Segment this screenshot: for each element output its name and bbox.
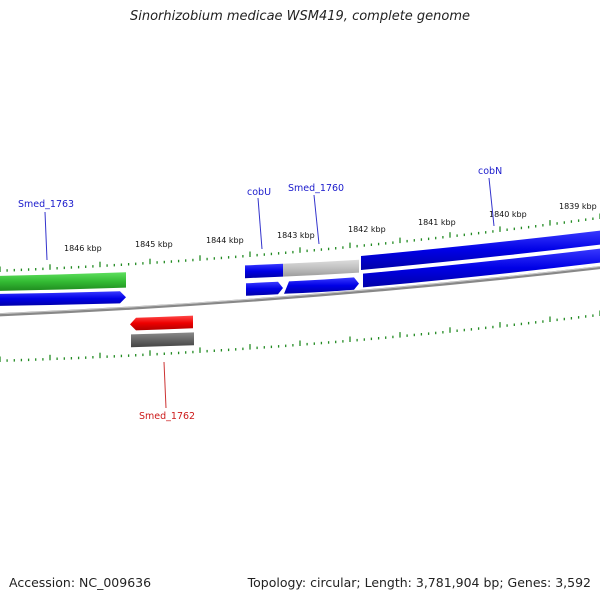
label-leaders [44, 177, 495, 409]
feature-smed-1763[interactable] [0, 272, 126, 291]
cds-cobu[interactable] [246, 281, 283, 296]
ruler-label-1846: 1846 kbp [64, 244, 102, 253]
leader-smed-1760 [313, 194, 320, 245]
inner-ruler-ticks [0, 310, 600, 362]
feature-smed-1760[interactable] [283, 259, 359, 277]
ruler-label-1845: 1845 kbp [135, 240, 173, 249]
leader-smed-1763 [44, 211, 48, 261]
gene-label-smed-1762[interactable]: Smed_1762 [139, 411, 195, 422]
feature-smed-1762[interactable] [131, 332, 194, 348]
gene-label-cobu[interactable]: cobU [247, 187, 271, 198]
gene-label-cobn[interactable]: cobN [478, 166, 502, 177]
gene-label-smed-1763[interactable]: Smed_1763 [18, 199, 74, 210]
genome-title: Sinorhizobium medicae WSM419, complete g… [129, 9, 471, 24]
cds-smed-1762[interactable] [130, 315, 193, 331]
accession-text: Accession: NC_009636 [9, 575, 152, 590]
leader-cobu [257, 197, 263, 250]
ruler-label-1842: 1842 kbp [348, 225, 386, 234]
ruler-label-1839: 1839 kbp [559, 202, 597, 211]
feature-cobn[interactable] [361, 230, 600, 270]
genome-backbone [0, 265, 600, 317]
outer-ruler-ticks [0, 213, 600, 272]
cds-smed-1763[interactable] [0, 291, 126, 306]
ruler-labels: 1846 kbp 1845 kbp 1844 kbp 1843 kbp 1842… [64, 202, 597, 253]
ruler-label-1844: 1844 kbp [206, 236, 244, 245]
leader-cobn [488, 177, 495, 227]
gene-label-smed-1760[interactable]: Smed_1760 [288, 183, 344, 194]
gene-labels: Smed_1763 cobU Smed_1760 cobN Smed_1762 [18, 166, 502, 422]
genome-backbone-highlight [0, 266, 600, 315]
genome-summary-text: Topology: circular; Length: 3,781,904 bp… [247, 575, 591, 590]
ruler-label-1843: 1843 kbp [277, 231, 315, 240]
ruler-label-1841: 1841 kbp [418, 218, 456, 227]
leader-smed-1762 [163, 361, 167, 409]
cds-cobn[interactable] [363, 248, 600, 288]
ruler-label-1840: 1840 kbp [489, 210, 527, 219]
feature-cobu[interactable] [245, 263, 283, 279]
cds-smed-1760[interactable] [284, 277, 359, 294]
